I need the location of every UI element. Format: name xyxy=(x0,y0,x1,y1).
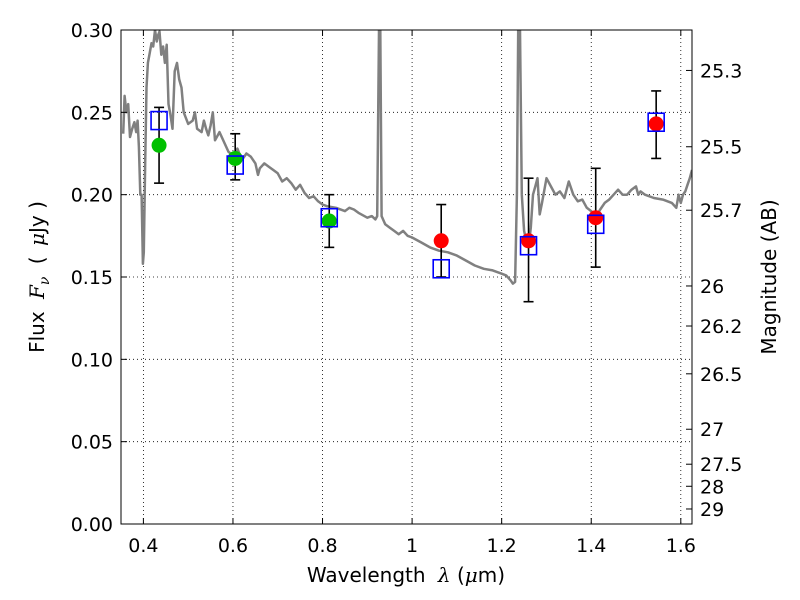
y2-tick-label: 25.5 xyxy=(700,137,742,159)
x-label-unit-open: ( xyxy=(457,563,465,587)
y-label-unit-rest: Jy ) xyxy=(25,201,49,235)
green-data-point xyxy=(321,213,337,229)
y2-tick-label: 28 xyxy=(700,476,724,498)
x-axis: 0.4 0.6 0.8 1 1.2 1.4 1.6 xyxy=(128,30,696,557)
y-label-symbol: F xyxy=(25,284,49,300)
y-tick-label: 0.10 xyxy=(71,349,113,371)
y-tick-label: 0.30 xyxy=(71,20,113,42)
x-tick-label: 0.4 xyxy=(128,535,158,557)
model-flux-square xyxy=(519,235,538,256)
y2-tick-label: 26 xyxy=(700,276,724,298)
y2-tick-label: 29 xyxy=(700,499,724,521)
y-tick-label: 0.05 xyxy=(71,432,113,454)
red-data-point xyxy=(648,116,664,132)
x-tick-label: 0.8 xyxy=(307,535,337,557)
red-data-point xyxy=(521,233,537,249)
red-data-point xyxy=(433,233,449,249)
y2-tick-label: 25.3 xyxy=(700,60,742,82)
y2-tick-label: 26.5 xyxy=(700,364,742,386)
y2-tick-label: 26.2 xyxy=(700,316,742,338)
y-tick-label: 0.25 xyxy=(71,102,113,124)
y2-axis-label: Magnitude (AB) xyxy=(757,199,781,354)
y-tick-label: 0.20 xyxy=(71,185,113,207)
sed-model-line xyxy=(121,30,692,285)
model-flux-square xyxy=(586,214,605,235)
y-label-prefix: Flux xyxy=(25,311,49,353)
y2-tick-label: 25.7 xyxy=(700,200,742,222)
plot-area xyxy=(121,30,692,303)
x-label-prefix: Wavelength xyxy=(307,563,426,587)
y-label-subscript: ν xyxy=(37,276,53,285)
y-tick-label: 0.15 xyxy=(71,267,113,289)
x-label-symbol: λ xyxy=(437,563,451,587)
model-flux-square xyxy=(647,112,665,133)
y-label-unit-open: ( xyxy=(25,256,49,264)
x-tick-label: 1.4 xyxy=(576,535,606,557)
y-axis-label: Flux Fν ( μJy ) xyxy=(25,201,53,353)
red-data-point xyxy=(588,210,604,226)
model-flux-square xyxy=(226,155,244,175)
green-data-point xyxy=(227,150,243,166)
y-axis: 0.00 0.05 0.10 0.15 0.20 0.25 0.30 xyxy=(71,20,127,536)
x-tick-label: 0.6 xyxy=(218,535,248,557)
x-axis-label: Wavelength λ (μm) xyxy=(307,563,505,587)
x-label-unit-rest: m) xyxy=(478,563,505,587)
x-label-unit-mu: μ xyxy=(465,563,478,587)
green-data-point xyxy=(151,137,167,153)
y-label-unit-mu: μ xyxy=(25,233,49,246)
model-flux-square xyxy=(150,110,168,131)
model-flux-square xyxy=(432,258,451,279)
x-tick-label: 1.6 xyxy=(666,535,696,557)
y-tick-label: 0.00 xyxy=(71,514,113,536)
model-flux-square xyxy=(320,207,339,228)
x-tick-label: 1 xyxy=(406,535,418,557)
y2-tick-label: 27.5 xyxy=(700,454,742,476)
x-tick-label: 1.2 xyxy=(487,535,517,557)
y2-tick-label: 27 xyxy=(700,419,724,441)
